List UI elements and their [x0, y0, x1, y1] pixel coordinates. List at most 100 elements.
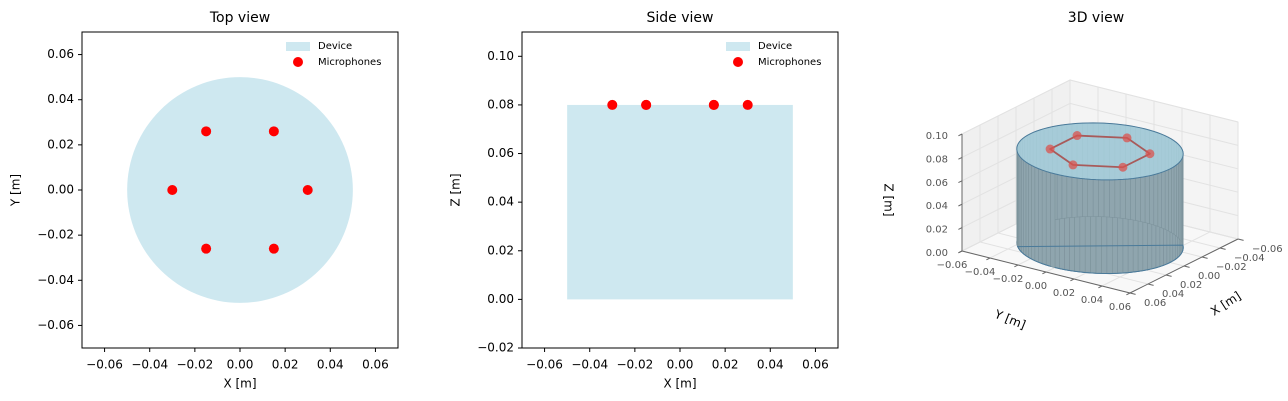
- z-tick: [958, 180, 963, 184]
- microphone-point: [1068, 160, 1078, 170]
- y-axis-label: Z [m]: [449, 173, 463, 206]
- y-axis-label: Y [m]: [992, 307, 1028, 332]
- x-tick-label: −0.02: [176, 358, 213, 372]
- legend-label: Microphones: [318, 57, 381, 68]
- y-tick: [1098, 285, 1103, 289]
- microphone-point: [742, 99, 753, 110]
- x-tick-label: 0.04: [1162, 289, 1184, 300]
- microphone-point: [607, 99, 618, 110]
- z-tick-label: 0.10: [926, 131, 948, 142]
- device-side: [1050, 172, 1056, 268]
- x-axis-label: X [m]: [1208, 289, 1243, 319]
- legend-marker: [293, 57, 303, 67]
- microphone-point: [201, 126, 212, 137]
- x-tick-label: 0.00: [227, 358, 254, 372]
- x-tick-label: 0.00: [1198, 271, 1220, 282]
- legend-swatch: [726, 42, 750, 51]
- legend-label: Microphones: [758, 57, 821, 68]
- x-tick: [1165, 274, 1172, 277]
- legend-marker: [733, 57, 743, 67]
- microphone-point: [268, 126, 279, 137]
- legend-label: Device: [758, 41, 792, 52]
- z-tick-label: 0.06: [926, 178, 948, 189]
- grid-line: [961, 79, 1239, 135]
- x-tick-label: −0.02: [1216, 262, 1247, 273]
- microphone-point: [1045, 144, 1055, 154]
- y-tick-label: 0.00: [1025, 281, 1047, 292]
- z-tick: [958, 250, 963, 254]
- microphone-point: [268, 243, 279, 254]
- z-tick-label: 0.00: [926, 248, 948, 259]
- chart-title: Side view: [647, 10, 714, 26]
- y-tick-label: 0.10: [487, 49, 514, 63]
- device-side: [1025, 161, 1029, 258]
- x-tick: [1183, 265, 1190, 268]
- legend-swatch: [286, 42, 310, 51]
- y-tick-label: 0.02: [487, 243, 514, 257]
- microphone-point: [167, 185, 178, 195]
- y-tick-label: −0.06: [37, 318, 74, 332]
- x-tick-label: 0.06: [802, 358, 829, 372]
- y-tick: [1126, 292, 1131, 296]
- y-tick-label: 0.02: [47, 137, 74, 151]
- y-tick-label: 0.04: [47, 92, 74, 106]
- z-tick: [958, 227, 963, 230]
- microphone-point: [1118, 162, 1128, 172]
- x-axis-label: X [m]: [223, 377, 256, 391]
- x-tick-label: −0.04: [131, 358, 168, 372]
- device-side: [1034, 166, 1039, 263]
- y-tick: [1014, 264, 1019, 268]
- chart-title: 3D view: [1068, 10, 1124, 26]
- y-axis-label: Y [m]: [9, 174, 23, 207]
- y-tick-label: 0.02: [1053, 288, 1075, 299]
- microphone-point: [641, 99, 652, 110]
- grid-line: [961, 102, 1239, 158]
- z-axis-label: Z [m]: [882, 183, 896, 216]
- microphone-point: [1072, 131, 1082, 141]
- z-tick-label: 0.08: [926, 154, 948, 165]
- microphone-point: [201, 243, 212, 254]
- x-tick: [1129, 292, 1136, 295]
- x-tick-label: 0.02: [712, 358, 739, 372]
- y-tick-label: −0.06: [937, 260, 968, 271]
- y-tick-label: 0.04: [1081, 295, 1103, 306]
- microphone-point: [708, 99, 719, 110]
- device-side: [1023, 159, 1027, 257]
- y-tick-label: 0.06: [487, 146, 514, 160]
- y-tick-label: −0.04: [37, 273, 74, 287]
- x-tick-label: 0.04: [757, 358, 784, 372]
- x-axis-label: X [m]: [663, 377, 696, 391]
- x-tick-label: −0.06: [86, 358, 123, 372]
- x-tick: [1201, 256, 1208, 259]
- z-tick-label: 0.02: [926, 225, 948, 236]
- microphone-point: [1145, 149, 1155, 159]
- x-tick-label: −0.06: [1252, 244, 1283, 255]
- x-tick-label: 0.02: [1180, 280, 1202, 291]
- device-side: [1021, 157, 1024, 255]
- device-top: [1016, 122, 1184, 181]
- y-tick: [1042, 271, 1047, 275]
- y-tick: [1070, 278, 1075, 282]
- device: [127, 77, 353, 303]
- y-tick-label: 0.06: [47, 47, 74, 61]
- x-tick-label: 0.06: [1144, 298, 1166, 309]
- x-tick-label: −0.06: [526, 358, 563, 372]
- z-tick: [958, 203, 963, 207]
- microphone-point: [1122, 133, 1132, 143]
- y-tick-label: 0.08: [487, 97, 514, 111]
- device-side: [1028, 163, 1032, 260]
- x-tick-label: −0.02: [616, 358, 653, 372]
- y-tick-label: −0.02: [477, 341, 514, 355]
- device-side: [1045, 171, 1051, 267]
- y-tick-label: 0.00: [47, 183, 74, 197]
- y-tick-label: 0.06: [1109, 302, 1131, 313]
- x-tick-label: 0.04: [317, 358, 344, 372]
- device-side: [1041, 169, 1047, 266]
- x-tick-label: 0.00: [667, 358, 694, 372]
- y-tick-label: 0.00: [487, 292, 514, 306]
- x-tick-label: −0.04: [1234, 253, 1265, 264]
- chart-title: Top view: [209, 10, 270, 26]
- device-side: [1038, 168, 1043, 265]
- microphone-point: [302, 185, 313, 195]
